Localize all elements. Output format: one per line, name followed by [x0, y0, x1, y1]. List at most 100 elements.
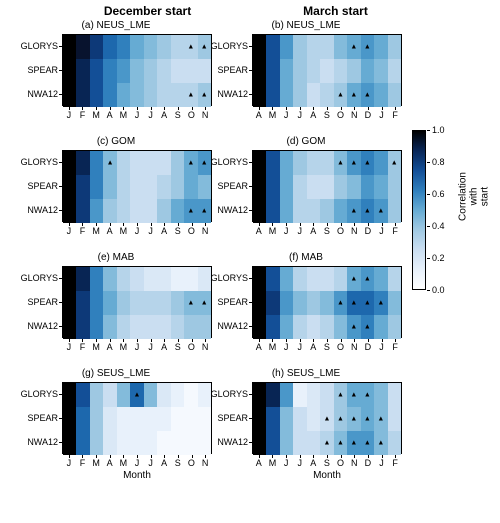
x-category-label: O: [185, 342, 199, 352]
heatmap-cell: [293, 267, 306, 291]
y-category-label: GLORYS: [208, 273, 248, 283]
significance-marker-icon: ▲: [187, 44, 194, 51]
panel-f: (f) MABGLORYSSPEARNWA12▲▲▲▲▲▲▲▲AMJJASOND…: [210, 266, 402, 338]
x-category-label: M: [266, 342, 280, 352]
heatmap-cell: ▲: [347, 407, 360, 431]
heatmap-cell: ▲: [361, 151, 374, 175]
heatmap-cell: [320, 83, 333, 107]
x-category-label: J: [130, 458, 144, 468]
heatmap-cell: [320, 383, 333, 407]
x-category-label: S: [171, 458, 185, 468]
heatmap-cell: ▲: [361, 35, 374, 59]
significance-marker-icon: ▲: [187, 300, 194, 307]
heatmap-cell: ▲: [361, 199, 374, 223]
significance-marker-icon: ▲: [350, 276, 357, 283]
heatmap-cell: [76, 291, 89, 315]
y-category-label: SPEAR: [208, 65, 248, 75]
y-category-label: SPEAR: [18, 297, 58, 307]
heatmap-cell: [103, 291, 116, 315]
x-category-label: J: [375, 458, 389, 468]
heatmap-cell: [320, 199, 333, 223]
heatmap-cell: ▲: [334, 383, 347, 407]
x-category-label: J: [62, 458, 76, 468]
colorbar: 0.00.20.40.60.81.0Correlation with start: [412, 130, 486, 290]
heatmap-cell: [388, 199, 401, 223]
x-category-label: M: [89, 458, 103, 468]
heatmap-cell: [307, 199, 320, 223]
heatmap-cell: [280, 59, 293, 83]
heatmap-cell: ▲: [361, 291, 374, 315]
x-category-label: M: [89, 110, 103, 120]
heatmap-cell: [76, 35, 89, 59]
heatmap-cell: [130, 35, 143, 59]
significance-marker-icon: ▲: [364, 392, 371, 399]
x-category-label: A: [103, 458, 117, 468]
heatmap-cell: ▲: [184, 151, 197, 175]
column-header: March start: [248, 4, 423, 18]
heatmap-cell: [293, 35, 306, 59]
heatmap-cell: [334, 199, 347, 223]
heatmap-cell: [103, 431, 116, 455]
heatmap-cell: ▲: [184, 35, 197, 59]
significance-marker-icon: ▲: [324, 440, 331, 447]
heatmap-cell: [266, 35, 279, 59]
x-axis-title: Month: [252, 470, 402, 481]
heatmap-cell: [130, 291, 143, 315]
significance-marker-icon: ▲: [187, 92, 194, 99]
significance-marker-icon: ▲: [364, 440, 371, 447]
x-category-label: O: [334, 458, 348, 468]
x-category-label: J: [375, 226, 389, 236]
heatmap-cell: [103, 315, 116, 339]
heatmap-cell: [334, 59, 347, 83]
x-category-label: O: [185, 110, 199, 120]
heatmap-cell: [253, 431, 266, 455]
significance-marker-icon: ▲: [377, 300, 384, 307]
heatmap-cell: [320, 267, 333, 291]
heatmap-cell: [144, 83, 157, 107]
panel-title: (f) MAB: [210, 252, 402, 263]
panel-h: (h) SEUS_LMEGLORYSSPEARNWA12▲▲▲▲▲▲▲▲▲▲▲▲…: [210, 382, 402, 454]
heatmap-cell: [293, 83, 306, 107]
heatmap-cell: [280, 383, 293, 407]
x-category-label: S: [320, 110, 334, 120]
heatmap-cell: ▲: [361, 383, 374, 407]
heatmap-cell: [171, 431, 184, 455]
x-category-label: N: [347, 226, 361, 236]
heatmap-cell: [117, 431, 130, 455]
heatmap-cell: ▲: [103, 151, 116, 175]
x-category-label: O: [334, 110, 348, 120]
heatmap-grid: ▲▲▲▲: [62, 34, 212, 106]
heatmap-cell: [253, 199, 266, 223]
heatmap-cell: [334, 315, 347, 339]
y-category-label: SPEAR: [208, 181, 248, 191]
heatmap-cell: [253, 315, 266, 339]
colorbar-tick-label: 0.2: [432, 253, 445, 263]
heatmap-cell: ▲: [334, 407, 347, 431]
y-category-label: GLORYS: [18, 273, 58, 283]
heatmap-cell: [374, 59, 387, 83]
heatmap-cell: [117, 83, 130, 107]
significance-marker-icon: ▲: [201, 44, 208, 51]
heatmap-cell: [280, 407, 293, 431]
significance-marker-icon: ▲: [364, 208, 371, 215]
heatmap-cell: [63, 175, 76, 199]
heatmap-cell: [184, 407, 197, 431]
heatmap-cell: [266, 315, 279, 339]
heatmap-cell: [253, 383, 266, 407]
heatmap-cell: [157, 267, 170, 291]
heatmap-cell: [63, 315, 76, 339]
heatmap-cell: [157, 175, 170, 199]
heatmap-cell: [253, 83, 266, 107]
heatmap-cell: [76, 431, 89, 455]
heatmap-cell: [388, 383, 401, 407]
significance-marker-icon: ▲: [337, 392, 344, 399]
x-category-label: O: [334, 226, 348, 236]
heatmap-cell: ▲: [347, 383, 360, 407]
panel-title: (d) GOM: [210, 136, 402, 147]
heatmap-cell: [266, 175, 279, 199]
x-category-label: A: [157, 226, 171, 236]
x-category-label: J: [130, 226, 144, 236]
colorbar-tick-label: 0.6: [432, 189, 445, 199]
heatmap-cell: ▲: [361, 267, 374, 291]
heatmap-cell: [293, 175, 306, 199]
